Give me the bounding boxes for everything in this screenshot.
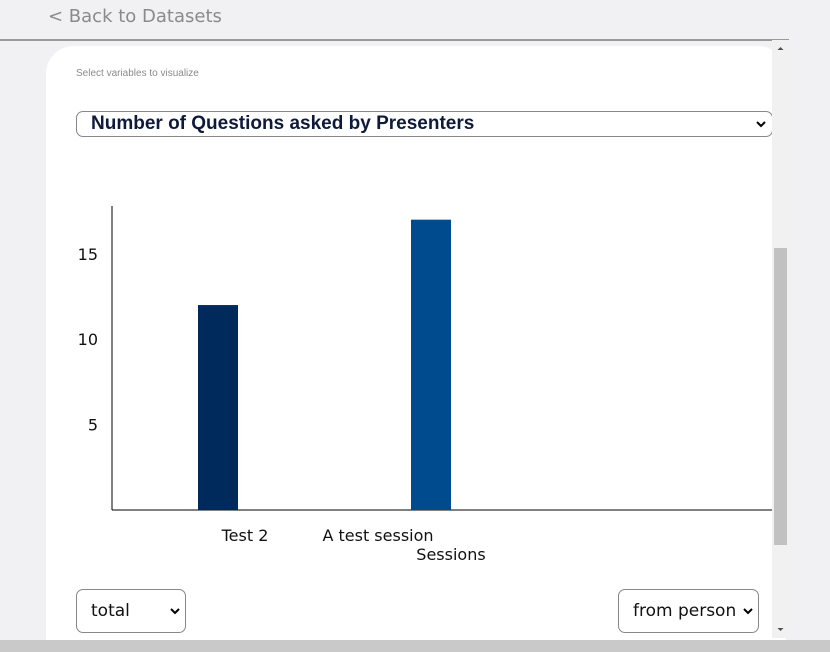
source-select-value: from person [633,601,737,621]
chevron-down-icon [743,608,753,615]
vertical-scrollbar[interactable] [772,40,789,638]
variable-select-value: Number of Questions asked by Presenters [91,113,475,134]
bar-2 [411,219,451,511]
back-to-datasets-link[interactable]: < Back to Datasets [48,6,222,27]
x-axis-label: Sessions [416,545,485,564]
panel-subtitle: Select variables to visualize [76,68,199,79]
y-tick-label: 10 [78,330,98,349]
top-bar: < Back to Datasets [0,0,789,41]
y-tick-label: 5 [88,416,98,435]
variable-select[interactable]: Number of Questions asked by Presenters [76,111,773,137]
y-tick-label: 15 [78,245,98,264]
arrow-down-icon[interactable] [772,621,789,638]
bar-1 [198,305,238,510]
visualization-panel: Select variables to visualize Number of … [46,46,786,640]
x-tick-label: A test session [322,526,433,545]
aggregate-select-value: total [91,601,130,621]
chevron-down-icon [756,121,766,128]
chevron-down-icon [170,608,180,615]
source-select[interactable]: from person [618,589,759,633]
x-tick-label: Test 2 [221,526,269,545]
scrollbar-thumb[interactable] [774,248,787,545]
aggregate-select[interactable]: total [76,589,186,633]
arrow-up-icon[interactable] [772,40,789,57]
horizontal-scrollbar[interactable] [0,640,830,652]
